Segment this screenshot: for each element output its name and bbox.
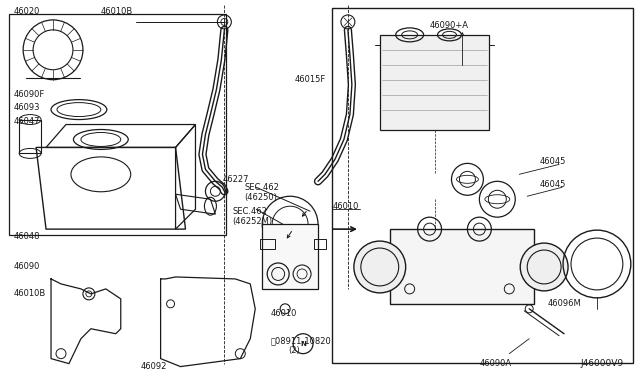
Text: 46093: 46093 (13, 103, 40, 112)
Text: 46020: 46020 (13, 7, 40, 16)
Text: 46047: 46047 (13, 117, 40, 126)
Text: 46010B: 46010B (13, 289, 45, 298)
Text: SEC.462: SEC.462 (244, 183, 279, 192)
Ellipse shape (520, 243, 568, 291)
Text: 46090A: 46090A (479, 359, 511, 368)
Text: 46010: 46010 (270, 309, 296, 318)
Polygon shape (390, 229, 534, 304)
Text: 46090+A: 46090+A (429, 22, 468, 31)
Text: 46045: 46045 (539, 180, 566, 189)
Text: 46010: 46010 (333, 202, 359, 211)
Text: ⓝ08911-10820: ⓝ08911-10820 (270, 336, 331, 345)
Polygon shape (262, 224, 318, 289)
Text: 46045: 46045 (539, 157, 566, 166)
Text: 46227: 46227 (222, 175, 249, 184)
Text: N: N (300, 341, 306, 347)
Text: 46015F: 46015F (295, 75, 326, 84)
Text: 46092: 46092 (141, 362, 167, 371)
Bar (9, 14, 227, 235)
Text: 46090: 46090 (13, 263, 40, 272)
Text: J46000V9: J46000V9 (580, 359, 624, 368)
Text: 46096M: 46096M (547, 299, 581, 308)
Text: 46048: 46048 (13, 232, 40, 241)
Polygon shape (380, 35, 490, 129)
Text: 46010B: 46010B (101, 7, 133, 16)
Text: (46252M): (46252M) (232, 217, 273, 226)
Bar (260, 239, 275, 249)
Bar (314, 239, 326, 249)
Text: (2): (2) (288, 346, 300, 355)
Bar (19, 119, 41, 153)
Bar (332, 8, 633, 363)
Text: (46250): (46250) (244, 193, 277, 202)
Ellipse shape (354, 241, 406, 293)
Text: 46090F: 46090F (13, 90, 44, 99)
Text: SEC.462: SEC.462 (232, 207, 268, 216)
